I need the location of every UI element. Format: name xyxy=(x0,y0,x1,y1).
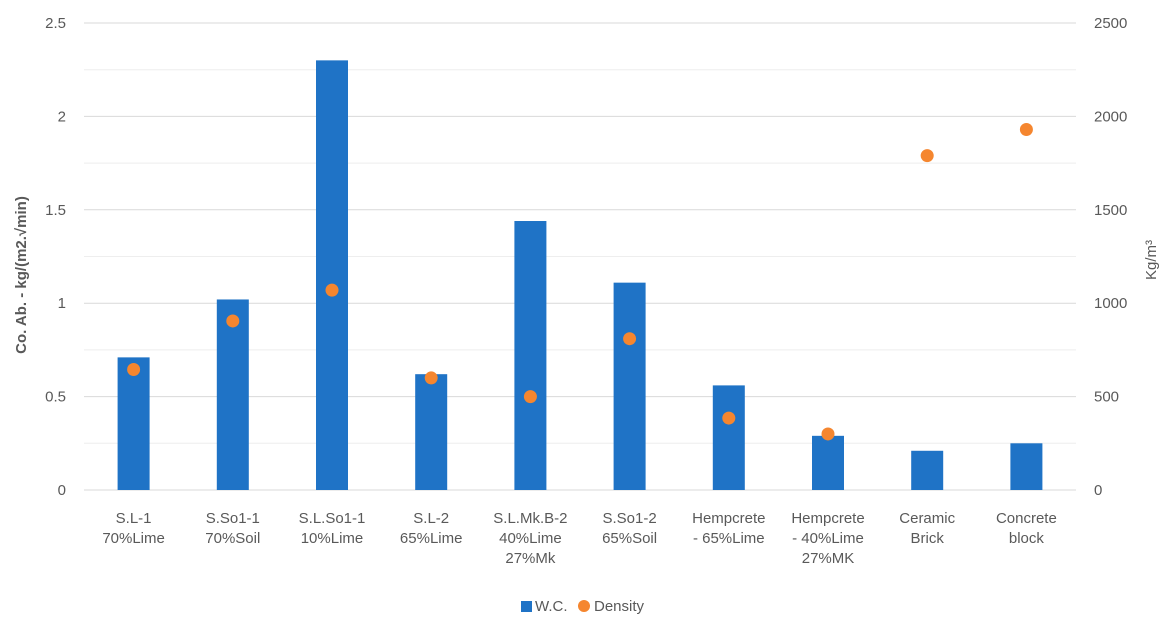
bar-wc xyxy=(613,282,646,490)
bar-wc xyxy=(812,435,844,490)
legend-swatch-wc xyxy=(521,601,532,612)
right-tick-label: 1500 xyxy=(1094,202,1127,219)
right-tick-label: 0 xyxy=(1094,482,1102,499)
left-axis-ticks: 0 0.5 1 1.5 2 2.5 xyxy=(45,15,66,499)
gridlines xyxy=(84,22,1076,491)
right-tick-label: 2500 xyxy=(1094,15,1127,32)
point-density xyxy=(920,149,934,163)
category-label: S.L-1 70%Lime xyxy=(102,510,165,547)
bar-wc xyxy=(911,450,944,490)
left-tick-label: 0.5 xyxy=(45,389,66,406)
left-tick-label: 1.5 xyxy=(45,202,66,219)
category-label: Hempcrete - 65%Lime xyxy=(692,510,765,547)
legend-label-density: Density xyxy=(594,598,645,615)
point-density xyxy=(424,371,438,385)
category-labels: S.L-1 70%Lime S.So1-1 70%Soil S.L.So1-1 10%Li… xyxy=(102,510,1057,567)
category-label: S.So1-1 70%Soil xyxy=(205,510,260,547)
point-density xyxy=(226,314,240,328)
right-axis-ticks: 0 500 1000 1500 2000 2500 xyxy=(1094,15,1127,499)
category-label: S.L-2 65%Lime xyxy=(400,510,463,547)
category-label: Concrete block xyxy=(996,510,1057,547)
left-tick-label: 2 xyxy=(58,108,66,125)
left-axis-title: Co. Ab. - kg/(m2.√min) xyxy=(13,196,30,354)
bar-wc xyxy=(1010,443,1043,490)
point-density xyxy=(722,411,736,425)
bar-wc xyxy=(712,385,745,490)
bar-wc xyxy=(117,357,150,490)
right-axis-title: Kg/m³ xyxy=(1143,240,1160,280)
bar-series-wc xyxy=(117,60,1043,491)
right-tick-label: 2000 xyxy=(1094,108,1127,125)
category-label: S.So1-2 65%Soil xyxy=(602,510,657,547)
category-label: S.L.So1-1 10%Lime xyxy=(299,510,366,547)
bar-wc xyxy=(415,374,448,490)
category-label: Ceramic Brick xyxy=(899,510,955,547)
point-density xyxy=(1019,122,1033,136)
legend: W.C. Density xyxy=(521,598,645,615)
bar-wc xyxy=(216,299,249,490)
right-tick-label: 500 xyxy=(1094,389,1119,406)
scatter-series-density xyxy=(127,122,1033,441)
point-density xyxy=(523,390,537,404)
category-label: S.L.Mk.B-2 40%Lime 27%Mk xyxy=(493,510,567,567)
left-tick-label: 0 xyxy=(58,482,66,499)
legend-swatch-density xyxy=(578,600,590,612)
bar-wc xyxy=(316,60,348,491)
left-tick-label: 2.5 xyxy=(45,15,66,32)
point-density xyxy=(821,427,835,441)
point-density xyxy=(623,332,637,346)
right-tick-label: 1000 xyxy=(1094,295,1127,312)
category-label: Hempcrete - 40%Lime 27%MK xyxy=(791,510,864,567)
legend-label-wc: W.C. xyxy=(535,598,568,615)
point-density xyxy=(325,283,339,297)
point-density xyxy=(127,363,141,377)
bar-wc xyxy=(514,221,547,490)
left-tick-label: 1 xyxy=(58,295,66,312)
